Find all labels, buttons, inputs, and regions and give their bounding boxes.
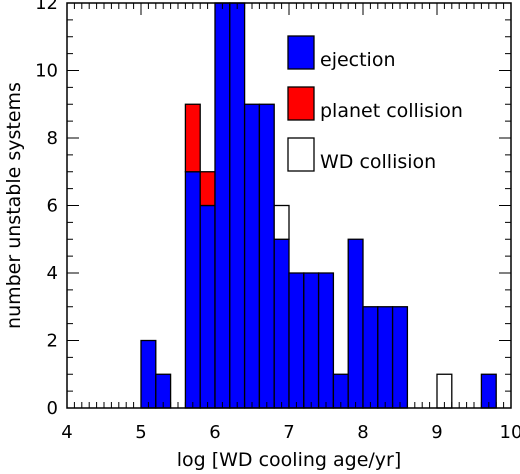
y-tick-label: 4 (47, 263, 58, 284)
y-tick-label: 8 (47, 128, 58, 149)
bar-ejection-15 (362, 306, 379, 409)
legend-label-ejection: ejection (320, 49, 396, 71)
bar-ejection-17 (391, 306, 409, 409)
bar-ejection-11 (303, 272, 320, 409)
bar-ejection-5 (214, 2, 231, 409)
x-tick-label: 6 (209, 422, 220, 443)
y-tick-label: 2 (47, 331, 58, 352)
bar-ejection-16 (377, 306, 394, 409)
bars-layer (140, 2, 497, 409)
bar-ejection-4 (199, 204, 216, 409)
legend-label-wd-collision: WD collision (320, 151, 436, 173)
bar-ejection-6 (229, 2, 246, 409)
bar-ejection-8 (258, 103, 275, 409)
y-axis-title: number unstable systems (3, 82, 25, 329)
axes-layer: 4 5 6 7 8 9 10 0 2 4 6 8 10 12 (35, 0, 520, 443)
x-tick-label: 7 (283, 422, 294, 443)
legend-swatch-wd-collision (287, 137, 315, 172)
bar-ejection-3 (184, 171, 201, 409)
legend-swatch-ejection (287, 35, 315, 70)
bar-ejection-9 (273, 238, 290, 409)
x-tick-label: 4 (61, 422, 72, 443)
bar-planet-collision-4 (199, 171, 216, 207)
legend-swatch-planet-collision (287, 86, 315, 121)
bar-ejection-10 (288, 272, 305, 409)
x-tick-label: 9 (431, 422, 442, 443)
bar-planet-collision-3 (184, 103, 201, 173)
y-tick-label: 6 (47, 196, 58, 217)
bar-ejection-14 (347, 238, 364, 409)
y-tick-label: 10 (35, 61, 58, 82)
y-tick-label: 0 (47, 398, 58, 419)
bar-ejection-12 (317, 272, 335, 409)
x-axis-title: log [WD cooling age/yr] (177, 449, 402, 471)
legend-label-planet-collision: planet collision (320, 100, 463, 122)
x-tick-label: 8 (357, 422, 368, 443)
x-tick-label: 10 (500, 422, 520, 443)
y-tick-label: 12 (35, 0, 58, 14)
bar-ejection-0 (140, 339, 157, 409)
x-tick-label: 5 (135, 422, 146, 443)
bar-ejection-7 (243, 103, 261, 409)
bar-wd-collision-9 (273, 204, 290, 240)
legend: ejection planet collision WD collision (287, 35, 463, 173)
